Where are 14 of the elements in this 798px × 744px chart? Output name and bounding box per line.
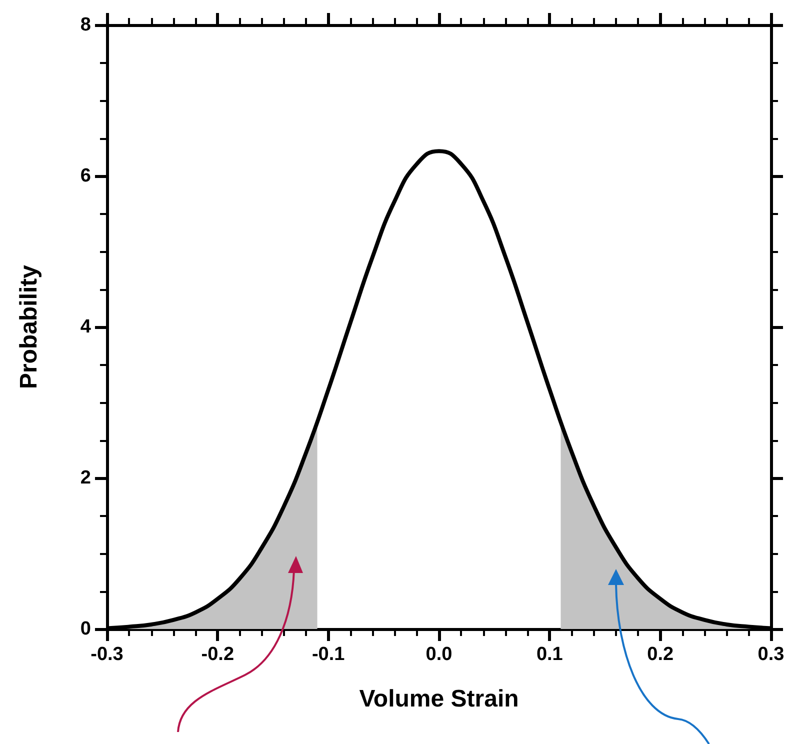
x-tick-label: 0.1	[536, 644, 564, 665]
y-tick-label: 6	[80, 166, 91, 186]
y-axis-title: Probability	[16, 264, 42, 390]
x-tick-label: -0.1	[312, 644, 346, 665]
x-tick-label: 0.0	[426, 644, 452, 665]
y-tick-label: 0	[80, 618, 91, 640]
y-tick-label: 8	[80, 14, 91, 36]
x-tick-label: 0.2	[647, 644, 674, 665]
x-axis-title: Volume Strain	[359, 686, 519, 712]
x-tick-label: -0.2	[201, 644, 234, 665]
y-tick-label: 4	[80, 316, 92, 338]
y-tick-label: 2	[80, 468, 91, 488]
x-tick-label: 0.3	[758, 644, 784, 665]
x-tick-label: -0.3	[90, 644, 124, 665]
